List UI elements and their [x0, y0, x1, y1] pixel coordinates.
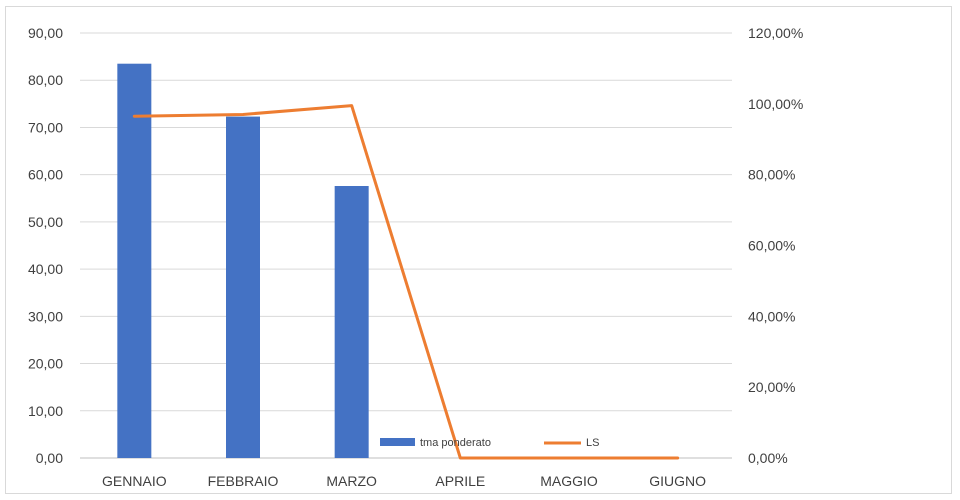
- x-tick-label: APRILE: [435, 473, 485, 489]
- left-tick-label: 40,00: [28, 261, 63, 277]
- right-tick-label: 120,00%: [748, 25, 803, 41]
- x-tick-label: MAGGIO: [540, 473, 598, 489]
- right-tick-label: 40,00%: [748, 308, 795, 324]
- left-tick-label: 70,00: [28, 119, 63, 135]
- left-tick-label: 60,00: [28, 167, 63, 183]
- line-point: [677, 457, 679, 459]
- line-point: [351, 105, 353, 107]
- x-tick-label: MARZO: [326, 473, 377, 489]
- line-point: [459, 457, 461, 459]
- left-tick-label: 50,00: [28, 214, 63, 230]
- right-tick-label: 100,00%: [748, 96, 803, 112]
- right-tick-label: 20,00%: [748, 379, 795, 395]
- legend-label: LS: [586, 437, 599, 449]
- legend: tma ponderato LS: [380, 437, 599, 449]
- left-tick-label: 10,00: [28, 403, 63, 419]
- x-tick-label: GIUGNO: [649, 473, 706, 489]
- x-tick-label: GENNAIO: [102, 473, 167, 489]
- line-point: [133, 115, 135, 117]
- bar-series-tma-ponderato: [117, 63, 369, 458]
- right-tick-label: 80,00%: [748, 167, 795, 183]
- line-point: [568, 457, 570, 459]
- x-axis-category-labels: GENNAIO FEBBRAIO MARZO APRILE MAGGIO GIUGNO: [102, 473, 706, 489]
- left-tick-label: 80,00: [28, 72, 63, 88]
- x-tick-label: FEBBRAIO: [208, 473, 279, 489]
- right-tick-label: 60,00%: [748, 238, 795, 254]
- left-tick-label: 0,00: [36, 450, 63, 466]
- left-tick-label: 20,00: [28, 356, 63, 372]
- bar: [117, 63, 152, 458]
- bar: [226, 116, 260, 458]
- gridlines: [80, 32, 732, 459]
- bar: [334, 186, 369, 458]
- left-axis-tick-labels: 0,00 10,00 20,00 30,00 40,00 50,00 60,00 70,00 8…: [28, 25, 63, 466]
- legend-swatch-bar: [380, 438, 415, 446]
- legend-label: tma ponderato: [420, 437, 491, 449]
- right-tick-label: 0,00%: [748, 450, 788, 466]
- left-tick-label: 30,00: [28, 308, 63, 324]
- chart-frame: [5, 6, 952, 494]
- line-point: [242, 113, 244, 115]
- series-line: [132, 104, 680, 460]
- line-series-ls: [132, 104, 680, 460]
- right-axis-tick-labels: 0,00% 20,00% 40,00% 60,00% 80,00% 100,00% 120,…: [748, 25, 803, 466]
- left-tick-label: 90,00: [28, 25, 63, 41]
